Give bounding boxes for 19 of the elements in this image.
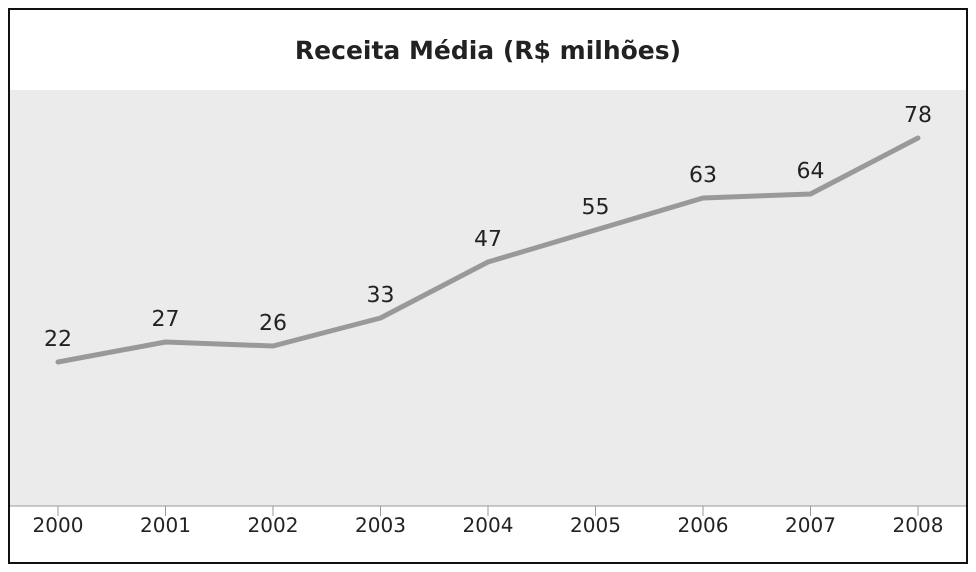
x-tick-label: 2000: [32, 513, 84, 538]
data-label: 78: [904, 103, 932, 128]
x-tick-label: 2006: [678, 513, 728, 538]
data-label: 47: [474, 227, 502, 252]
x-tick-label: 2001: [140, 513, 191, 538]
x-tick-label: 2002: [248, 513, 298, 538]
data-label: 55: [582, 195, 610, 220]
x-tick-label: 2005: [570, 513, 621, 538]
x-tick-label: 2008: [892, 513, 944, 538]
data-label: 27: [152, 307, 180, 332]
data-label: 64: [796, 159, 824, 184]
data-label: 22: [44, 327, 72, 352]
x-tick-label: 2003: [355, 513, 406, 538]
data-label: 26: [259, 311, 287, 336]
chart-title: Receita Média (R$ milhões): [294, 34, 682, 66]
data-label: 63: [689, 163, 717, 188]
data-label: 33: [366, 283, 394, 308]
x-tick-label: 2007: [785, 513, 836, 538]
x-tick-label: 2004: [462, 513, 514, 538]
